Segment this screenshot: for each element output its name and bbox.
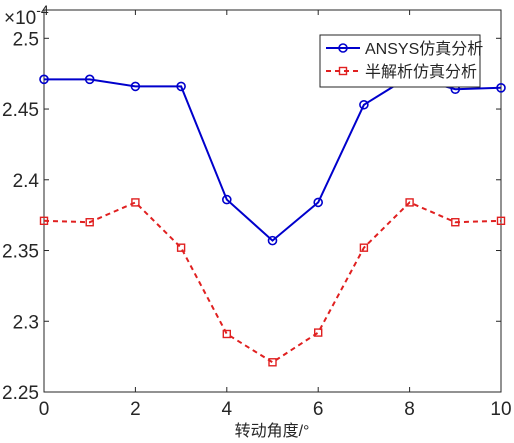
- data-point: [39, 74, 49, 85]
- legend-label: ANSYS仿真分析: [365, 40, 483, 58]
- data-point: [222, 194, 232, 205]
- legend-box: [319, 34, 481, 88]
- data-point: [39, 216, 49, 226]
- x-tick-label: 0: [39, 399, 50, 420]
- data-point: [131, 198, 140, 207]
- data-point: [313, 197, 324, 208]
- series-line: [43, 201, 502, 364]
- data-point: [176, 81, 186, 92]
- data-point: [176, 243, 186, 252]
- data-point: [496, 216, 506, 226]
- data-point: [359, 99, 369, 110]
- x-tick-label: 4: [222, 399, 233, 420]
- legend-label: 半解析仿真分析: [365, 63, 477, 81]
- data-point: [222, 329, 232, 339]
- data-point: [130, 81, 141, 92]
- data-point: [359, 243, 369, 252]
- y-tick-label: 2.35: [2, 242, 39, 263]
- data-point: [85, 218, 94, 227]
- legend-marker: [338, 66, 348, 76]
- y-tick-label: 2.45: [2, 100, 39, 121]
- x-tick-label: 10: [490, 399, 511, 420]
- data-point: [496, 83, 506, 93]
- x-tick-label: 2: [130, 399, 141, 420]
- y-tick-label: 2.3: [13, 312, 39, 333]
- legend-entry: 半解析仿真分析: [326, 63, 477, 81]
- y-tick-label: 2.4: [13, 171, 40, 192]
- y-exponent-label: ×10-4: [4, 2, 49, 29]
- series-2: [39, 198, 506, 367]
- y-tick-label: 2.25: [2, 383, 39, 404]
- legend-entry: ANSYS仿真分析: [326, 40, 483, 58]
- data-point: [268, 358, 277, 367]
- data-point: [451, 218, 460, 227]
- axis-ticks: 0 2 4 6 8 10 2.25 2.3 2.35 2.4 2.45 2.5: [2, 10, 512, 420]
- data-point: [267, 235, 278, 246]
- data-point: [84, 74, 95, 85]
- x-tick-label: 8: [404, 399, 415, 420]
- x-tick-label: 6: [313, 399, 324, 420]
- data-point: [314, 328, 323, 337]
- x-axis-label: 转动角度/°: [235, 422, 310, 438]
- data-point: [405, 198, 414, 207]
- legend-marker: [338, 43, 348, 53]
- y-tick-label: 2.5: [13, 29, 39, 50]
